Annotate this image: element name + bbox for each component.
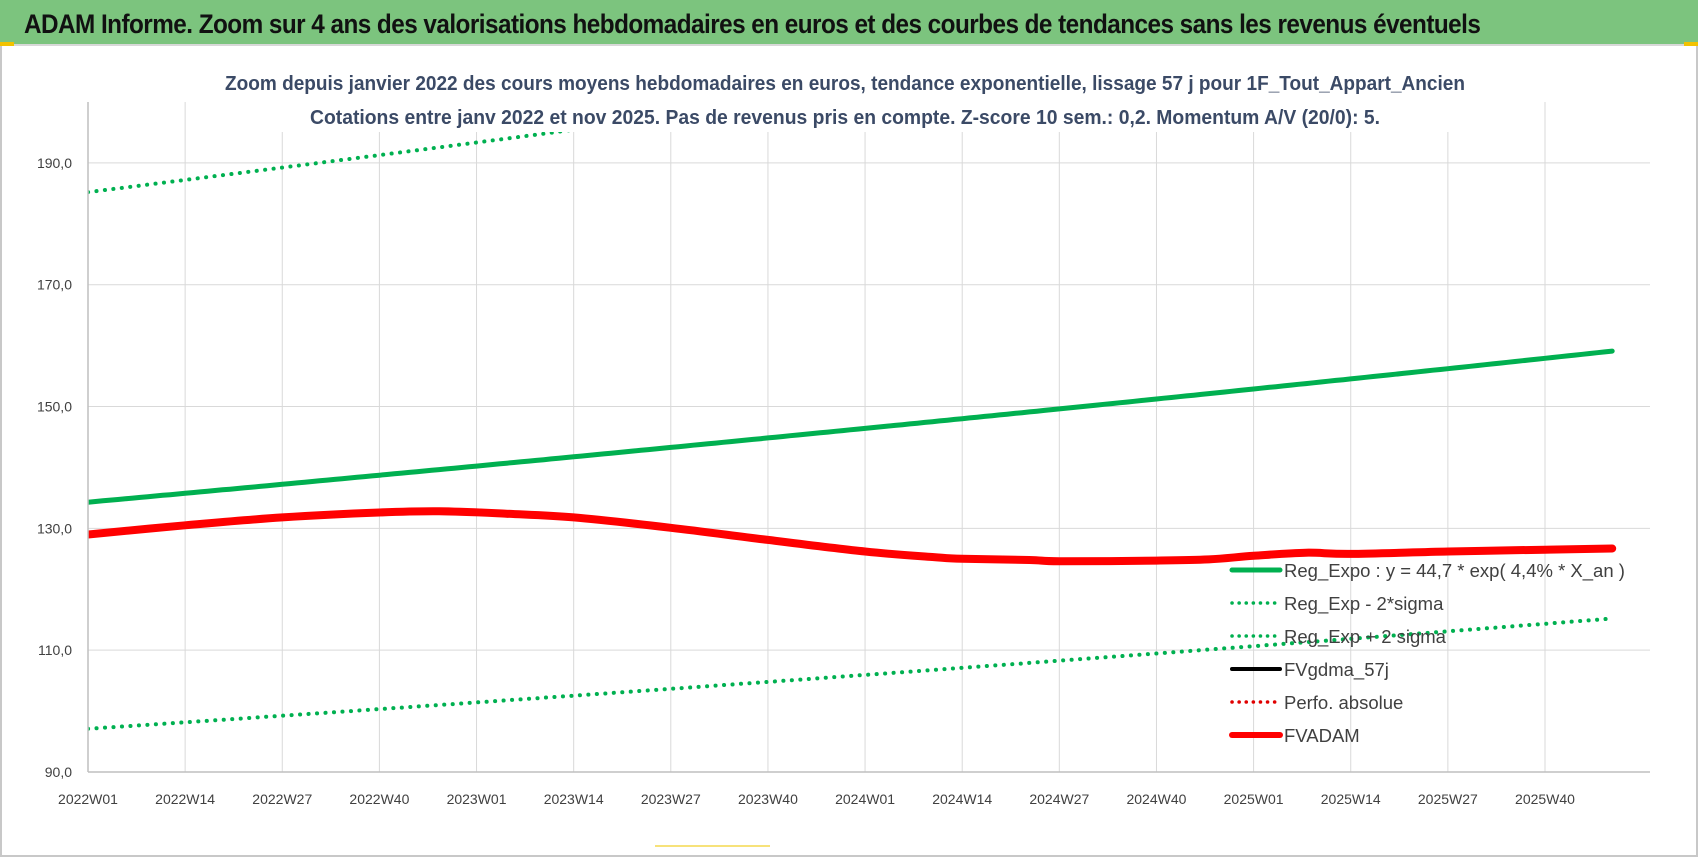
x-tick-label: 2023W40 — [738, 791, 798, 807]
y-tick-label: 150,0 — [37, 399, 72, 415]
x-tick-label: 2024W27 — [1029, 791, 1089, 807]
x-tick-label: 2025W40 — [1515, 791, 1575, 807]
x-tick-label: 2022W40 — [349, 791, 409, 807]
x-tick-label: 2022W14 — [155, 791, 215, 807]
report-banner: ADAM Informe. Zoom sur 4 ans des valoris… — [0, 0, 1698, 46]
x-tick-label: 2025W01 — [1224, 791, 1284, 807]
y-tick-label: 130,0 — [37, 520, 72, 536]
chart-axes: 90,0 110,0 130,0 150,0 170,0 190,0 2022W01 2022… — [37, 102, 1650, 807]
chart-grid — [88, 102, 1650, 772]
report-title: ADAM Informe. Zoom sur 4 ans des valoris… — [24, 9, 1481, 39]
series-line-fvadam — [88, 507, 1617, 566]
chart-subtitle: Cotations entre janv 2022 et nov 2025. P… — [310, 107, 1380, 129]
y-tick-label: 170,0 — [37, 277, 72, 293]
y-tick-label: 110,0 — [38, 642, 72, 658]
x-tick-label: 2024W01 — [835, 791, 895, 807]
corner-mark-left — [0, 42, 14, 46]
y-tick-label: 190,0 — [37, 155, 72, 171]
x-tick-label: 2023W27 — [641, 791, 701, 807]
legend-label-reg-exp-2-sigma: Reg_Exp + 2 sigma — [1284, 626, 1447, 648]
x-tick-label: 2022W01 — [58, 791, 118, 807]
x-tick-label: 2023W14 — [544, 791, 604, 807]
x-tick-label: 2025W14 — [1321, 791, 1381, 807]
corner-mark-right — [1684, 42, 1698, 46]
x-tick-label: 2022W27 — [252, 791, 312, 807]
legend-label-fvgdma-57j: FVgdma_57j — [1284, 659, 1389, 681]
y-tick-label: 90,0 — [45, 764, 72, 780]
x-tick-label: 2023W01 — [447, 791, 507, 807]
chart-title: Zoom depuis janvier 2022 des cours moyen… — [225, 73, 1465, 95]
chart-frame — [0, 46, 1698, 857]
x-tick-label: 2024W40 — [1126, 791, 1186, 807]
series-line-reg-exp-2-sigma — [88, 616, 1615, 731]
chart-series — [88, 102, 1617, 731]
legend-label-fvadam: FVADAM — [1284, 725, 1360, 746]
legend-label-reg-exp-2-sigma: Reg_Exp - 2*sigma — [1284, 593, 1444, 615]
corner-mark-bottom — [655, 845, 770, 847]
chart-legend: Reg_Expo : y = 44,7 * exp( 4,4% * X_an )… — [1229, 560, 1625, 746]
series-line-reg-expo-y-44-7-exp-4-4-x-an — [88, 348, 1615, 505]
x-tick-label: 2025W27 — [1418, 791, 1478, 807]
x-tick-label: 2024W14 — [932, 791, 992, 807]
legend-label-reg-expo-y-44-7-exp-4-4-x-an: Reg_Expo : y = 44,7 * exp( 4,4% * X_an ) — [1284, 560, 1625, 582]
title-backdrop — [215, 60, 1475, 132]
legend-label-perfo-absolue: Perfo. absolue — [1284, 692, 1403, 713]
series-line-reg-exp-2-sigma — [88, 102, 797, 195]
